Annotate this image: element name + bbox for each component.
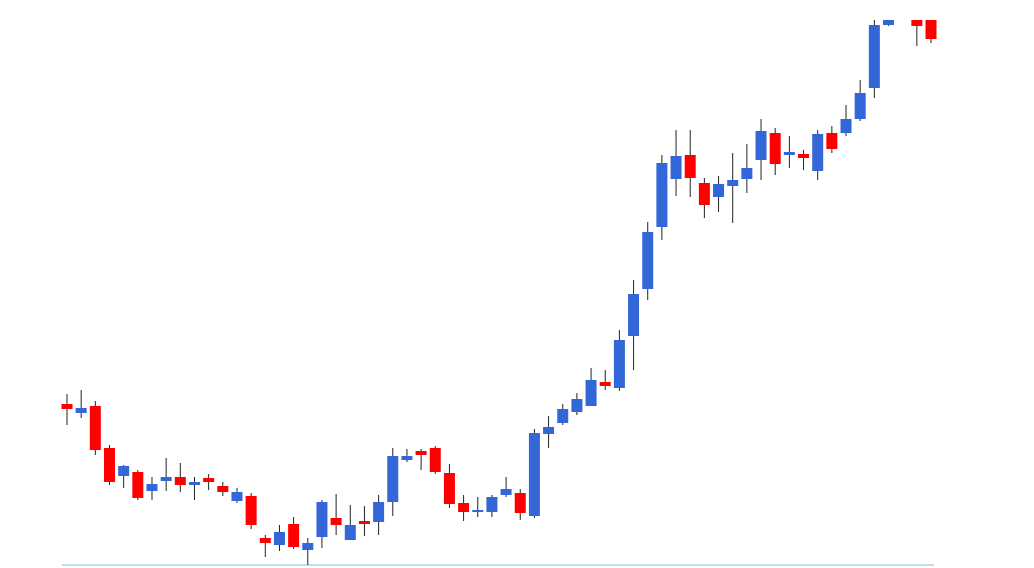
- candle-body: [585, 380, 597, 406]
- candle-body: [443, 473, 455, 504]
- candle-body: [330, 518, 342, 525]
- candle-body: [118, 466, 130, 476]
- candle-body: [670, 156, 682, 179]
- candle-body: [302, 543, 314, 550]
- candle-body: [415, 451, 427, 455]
- candle-body: [358, 521, 370, 524]
- candle-body: [259, 538, 271, 543]
- candle-body: [61, 404, 73, 409]
- candle-body: [713, 184, 725, 197]
- candle-body: [514, 493, 526, 513]
- candle-body: [288, 524, 300, 547]
- candle-body: [528, 433, 540, 516]
- candle-body: [273, 532, 285, 545]
- candle-body: [188, 482, 200, 485]
- candle-body: [429, 448, 441, 472]
- candle-body: [231, 492, 243, 501]
- candle-body: [500, 489, 512, 495]
- candle-body: [160, 477, 172, 481]
- candle-body: [642, 232, 654, 289]
- candle-body: [146, 484, 158, 491]
- candle-body: [812, 134, 824, 171]
- candle-body: [727, 180, 739, 186]
- candle-body: [217, 486, 229, 492]
- candle-body: [613, 340, 625, 388]
- candle-body: [571, 399, 583, 412]
- candle-body: [486, 497, 498, 512]
- candle-body: [868, 25, 880, 88]
- candle-body: [628, 294, 640, 336]
- candle-body: [840, 119, 852, 133]
- candle-body: [826, 133, 838, 149]
- candle-body: [911, 20, 923, 26]
- candle-body: [174, 477, 186, 485]
- candle-body: [373, 502, 385, 522]
- candle-body: [472, 510, 484, 512]
- candle-body: [883, 20, 895, 25]
- candle-body: [599, 382, 611, 386]
- candle-body: [132, 472, 144, 498]
- candle-body: [854, 93, 866, 119]
- candle-body: [75, 408, 87, 413]
- candle-body: [387, 456, 399, 502]
- candle-body: [344, 525, 356, 540]
- candle-body: [656, 163, 668, 227]
- candle-body: [89, 406, 101, 450]
- candle-body: [316, 502, 328, 537]
- candle-body: [543, 427, 555, 434]
- candle-body: [557, 409, 569, 423]
- candle-body: [925, 20, 937, 39]
- candle-body: [458, 503, 470, 512]
- candle-body: [755, 131, 767, 160]
- candle-body: [245, 496, 257, 525]
- candle-body: [741, 168, 753, 179]
- candle-body: [684, 155, 696, 178]
- candle-body: [798, 154, 810, 158]
- candle-body: [203, 478, 215, 482]
- candle-body: [103, 448, 115, 482]
- candle-body: [783, 152, 795, 155]
- candle-body: [698, 183, 710, 205]
- candle-body: [769, 133, 781, 164]
- candle-body: [401, 456, 413, 460]
